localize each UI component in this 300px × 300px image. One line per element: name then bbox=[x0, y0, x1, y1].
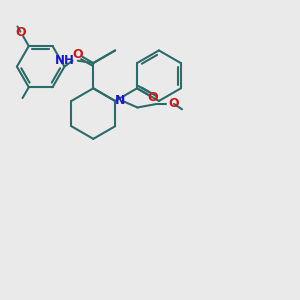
Text: O: O bbox=[169, 97, 179, 110]
Text: O: O bbox=[73, 48, 83, 61]
Text: N: N bbox=[114, 94, 125, 107]
Text: NH: NH bbox=[55, 54, 75, 67]
Text: O: O bbox=[147, 91, 158, 103]
Text: O: O bbox=[16, 26, 26, 39]
